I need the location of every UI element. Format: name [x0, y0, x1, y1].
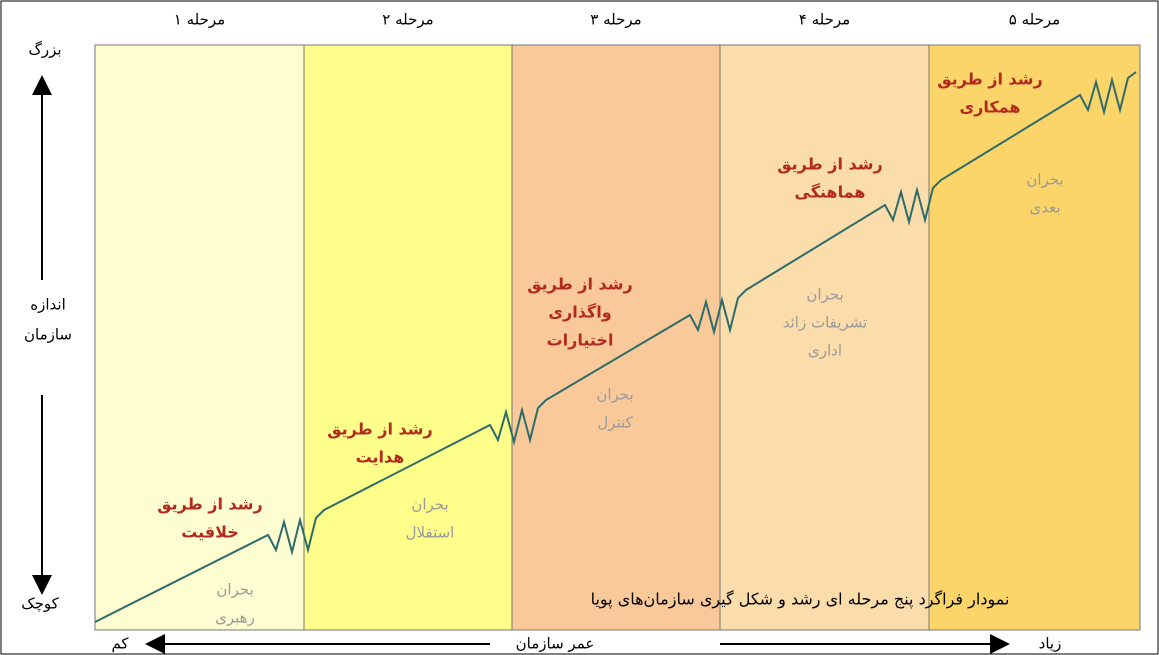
crisis-label: بحران — [216, 581, 253, 599]
x-label: عمر سازمان — [516, 635, 595, 653]
crisis-label: تشریفات زائد — [783, 314, 868, 332]
growth-label: رشد از طریق — [937, 70, 1042, 89]
stage-label: مرحله ۱ — [174, 11, 225, 29]
growth-label: واگذاری — [548, 303, 611, 322]
stage-label: مرحله ۵ — [1009, 11, 1060, 29]
x-left: کم — [111, 635, 129, 653]
y-label: اندازه — [30, 296, 66, 314]
crisis-label: استقلال — [406, 524, 455, 542]
growth-label: رشد از طریق — [527, 275, 632, 294]
crisis-label: بعدی — [1029, 199, 1060, 217]
growth-label: هدایت — [356, 448, 405, 467]
stage-column — [94, 44, 305, 631]
y-bottom: کوچک — [21, 595, 59, 613]
crisis-label: بحران — [596, 386, 633, 404]
caption: نمودار فراگرد پنج مرحله ای رشد و شکل گیر… — [591, 590, 1010, 610]
crisis-label: اداری — [808, 342, 842, 360]
growth-label: همکاری — [959, 98, 1020, 117]
growth-label: رشد از طریق — [157, 495, 262, 514]
y-top: بزرگ — [28, 41, 61, 59]
growth-label: رشد از طریق — [327, 420, 432, 439]
crisis-label: کنترل — [597, 414, 633, 432]
stage-label: مرحله ۴ — [799, 11, 850, 29]
growth-line — [94, 71, 1137, 623]
stage-column — [719, 44, 930, 631]
stage-label: مرحله ۳ — [590, 11, 641, 29]
growth-label: خلاقیت — [181, 523, 239, 542]
crisis-label: بحران — [806, 286, 843, 304]
stage-column — [928, 44, 1141, 631]
stage-column — [303, 44, 513, 631]
crisis-label: بحران — [1026, 171, 1063, 189]
growth-label: اختیارات — [547, 331, 614, 350]
crisis-label: بحران — [411, 496, 448, 514]
y-label: سازمان — [24, 326, 72, 344]
x-right: زیاد — [1039, 635, 1062, 653]
stage-column — [511, 44, 721, 631]
stage-label: مرحله ۲ — [382, 11, 433, 29]
crisis-label: رهبری — [215, 609, 255, 627]
growth-label: رشد از طریق — [777, 155, 882, 174]
growth-label: هماهنگی — [795, 183, 866, 202]
